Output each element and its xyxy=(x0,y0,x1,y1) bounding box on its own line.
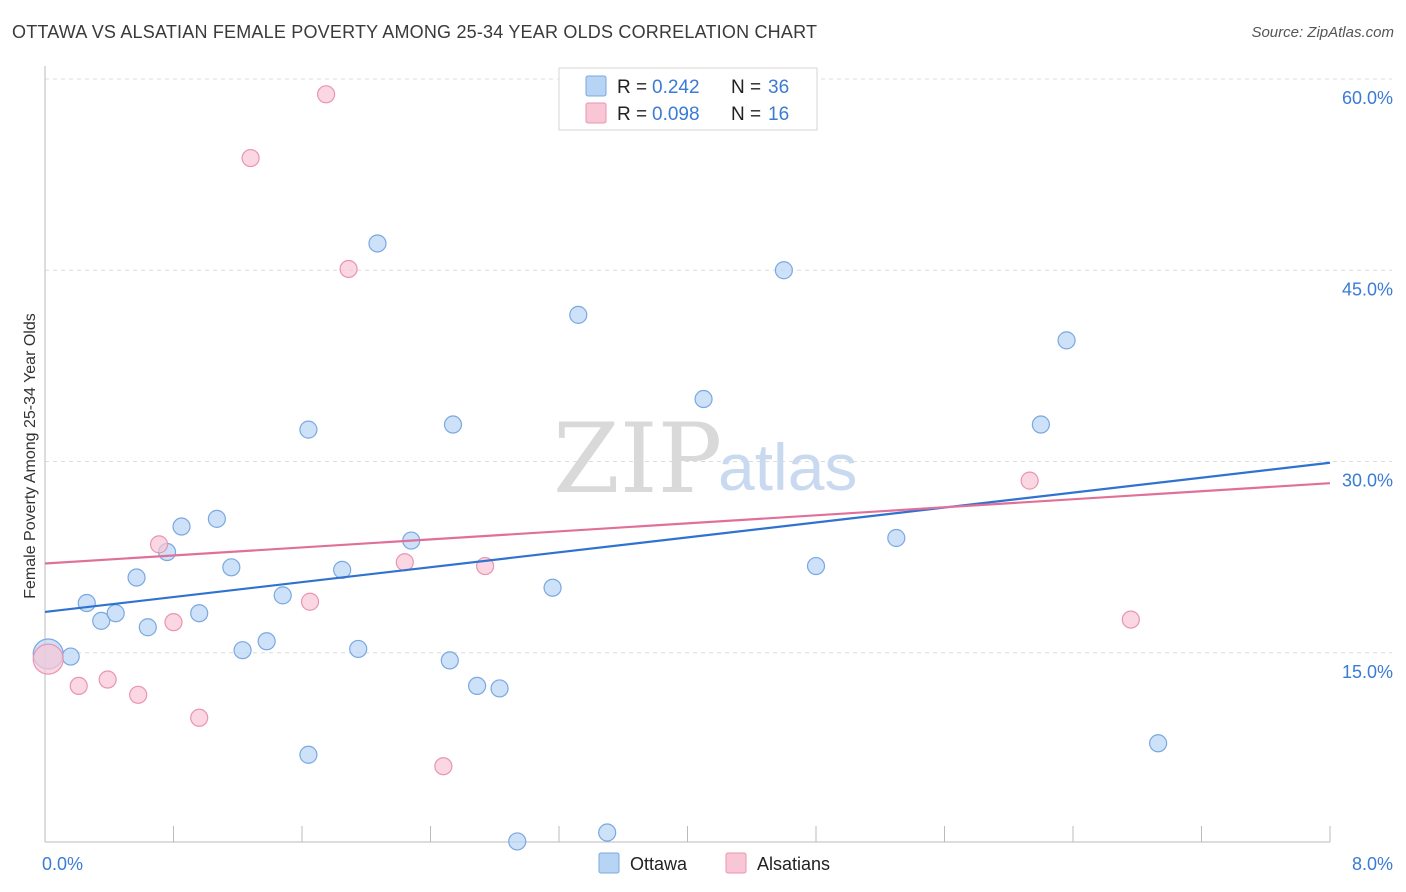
alsatian-point xyxy=(339,259,358,279)
y-tick-label: 30.0% xyxy=(1342,471,1393,491)
data-points xyxy=(32,85,1168,851)
ottawa-point xyxy=(233,641,252,660)
series-legend: Ottawa Alsatians xyxy=(598,852,830,874)
alsatian-point xyxy=(300,592,320,611)
legend-n-value-2: 16 xyxy=(768,104,789,125)
x-tick-label: 0.0% xyxy=(42,854,83,874)
ottawa-point xyxy=(127,568,146,587)
ottawa-point xyxy=(1149,734,1168,753)
legend-swatch-ottawa xyxy=(585,75,607,97)
alsatian-point xyxy=(1020,471,1039,490)
alsatian-point xyxy=(1121,610,1140,629)
ottawa-point xyxy=(299,745,318,764)
ottawa-point xyxy=(1057,331,1076,350)
chart-title: OTTAWA VS ALSATIAN FEMALE POVERTY AMONG … xyxy=(12,22,818,42)
alsatian-point xyxy=(395,553,414,572)
ottawa-point xyxy=(440,651,459,670)
ottawa-point xyxy=(887,528,906,548)
correlation-legend: R = 0.242 N = 36 R = 0.098 N = 16 xyxy=(558,67,818,131)
ottawa-point xyxy=(774,261,793,280)
legend-n-value-1: 36 xyxy=(768,77,789,98)
ottawa-point xyxy=(222,558,241,577)
watermark-atlas: atlas xyxy=(718,430,857,504)
alsatian-point xyxy=(164,613,183,632)
x-tick-label: 8.0% xyxy=(1352,854,1393,874)
ottawa-point xyxy=(443,415,463,434)
bottom-legend-label-alsatians: Alsatians xyxy=(757,854,830,874)
y-tick-label: 45.0% xyxy=(1342,279,1393,299)
legend-r-label-2: R = xyxy=(617,104,647,125)
ottawa-point xyxy=(569,305,588,324)
ottawa-point xyxy=(694,389,713,409)
ottawa-point xyxy=(1031,415,1050,434)
ottawa-point xyxy=(106,604,125,623)
bottom-legend-label-ottawa: Ottawa xyxy=(630,854,688,874)
alsatian-point xyxy=(149,535,169,554)
alsatian-point xyxy=(98,670,117,689)
legend-r-value-2: 0.098 xyxy=(652,104,700,125)
watermark-zip: ZIP xyxy=(553,403,722,515)
y-axis-label: Female Poverty Among 25-34 Year Olds xyxy=(22,313,39,599)
alsatian-point xyxy=(129,685,148,704)
bottom-legend-swatch-alsatians xyxy=(725,852,747,874)
ottawa-point xyxy=(257,632,276,651)
alsatian-point xyxy=(434,757,453,776)
alsatian-point xyxy=(190,708,209,727)
bottom-legend-swatch-ottawa xyxy=(598,852,620,874)
ottawa-point xyxy=(368,234,387,253)
ottawa-point xyxy=(273,586,292,605)
legend-r-label-1: R = xyxy=(617,77,647,98)
ottawa-point xyxy=(349,639,368,659)
ottawa-point xyxy=(92,611,111,630)
y-tick-labels: 15.0% 30.0% 45.0% 60.0% xyxy=(1342,88,1393,682)
alsatian-point xyxy=(316,85,336,104)
legend-swatch-alsatians xyxy=(585,102,607,124)
ottawa-point xyxy=(490,679,509,698)
ottawa-point xyxy=(190,604,209,623)
legend-n-label-2: N = xyxy=(731,104,761,125)
ottawa-point xyxy=(207,509,226,528)
trend-lines xyxy=(44,461,1331,614)
x-tick-labels: 0.0% 8.0% xyxy=(42,854,1393,874)
source-credit: Source: ZipAtlas.com xyxy=(1251,24,1394,41)
alsatian-point xyxy=(32,643,64,675)
ottawa-trend-line xyxy=(44,461,1331,614)
y-tick-label: 60.0% xyxy=(1342,88,1393,108)
ottawa-point xyxy=(806,556,826,576)
ottawa-point xyxy=(61,647,80,666)
alsatian-trend-line xyxy=(44,482,1331,565)
ottawa-point xyxy=(508,832,527,851)
ottawa-point xyxy=(467,676,487,696)
ottawa-point xyxy=(598,823,617,842)
legend-n-label-1: N = xyxy=(731,77,761,98)
axes xyxy=(44,66,1331,843)
ottawa-point xyxy=(138,618,157,637)
ottawa-point xyxy=(299,420,318,439)
ottawa-point xyxy=(172,517,191,536)
ottawa-point xyxy=(543,578,562,597)
alsatian-point xyxy=(241,148,260,168)
legend-r-value-1: 0.242 xyxy=(652,77,700,98)
y-tick-label: 15.0% xyxy=(1342,662,1393,682)
ottawa-point xyxy=(77,593,96,613)
alsatian-point xyxy=(69,676,88,696)
